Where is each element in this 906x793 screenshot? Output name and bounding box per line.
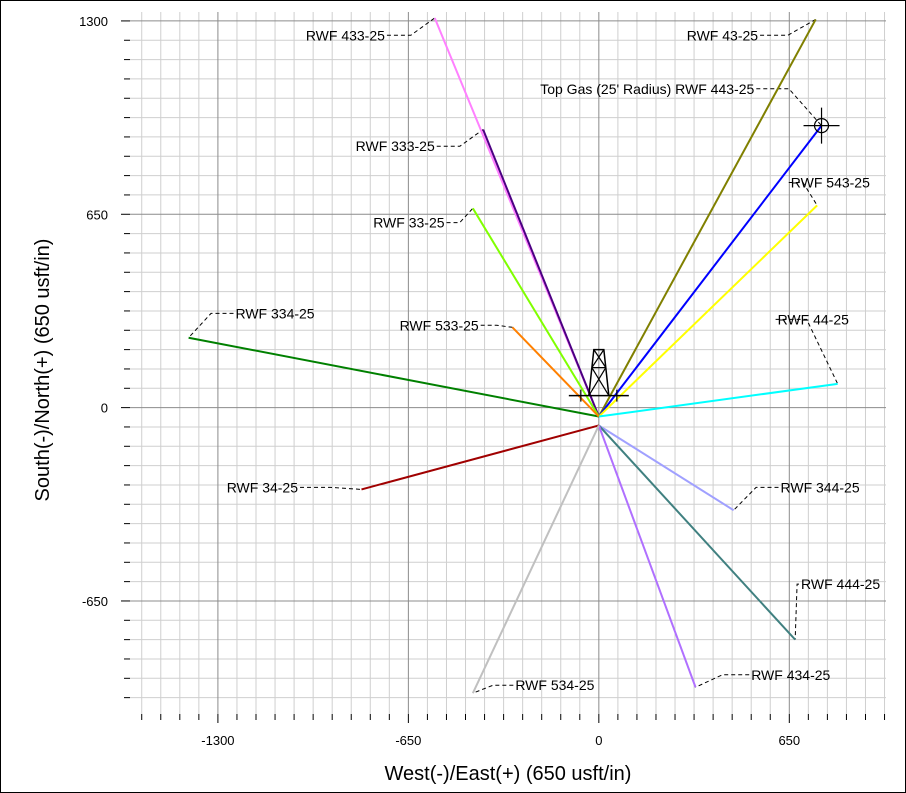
well-label: RWF 434-25: [751, 667, 830, 683]
well-path-line: [471, 207, 600, 418]
x-tick-label: -650: [395, 733, 421, 748]
rig-brace: [591, 367, 610, 396]
x-tick-label: 0: [595, 733, 602, 748]
well-label: RWF 43-25: [687, 27, 759, 43]
well-path-line: [471, 425, 600, 694]
well-label: RWF 333-25: [356, 138, 435, 154]
well-path-line: [597, 425, 697, 688]
x-axis-title: West(-)/East(+) (650 usft/in): [385, 763, 632, 785]
well-labels: RWF 433-25 RWF 43-25 Top Gas (25' Radius) …: [227, 27, 881, 693]
well-paths: [188, 17, 838, 694]
well-label: RWF 533-25: [400, 317, 479, 333]
leader-line: [794, 583, 800, 640]
leader-line: [188, 312, 234, 339]
leader-line: [756, 88, 822, 126]
well-label: RWF 33-25: [373, 215, 445, 231]
tick-labels: -1300 -650 0 650 1300 650 0 -650: [79, 14, 800, 748]
drilling-rig-icon: [568, 348, 629, 402]
well-path-line: [361, 424, 600, 491]
leader-line: [775, 318, 839, 385]
well-path-line: [597, 18, 817, 418]
well-path-line: [598, 424, 796, 641]
minor-grid: [130, 12, 886, 714]
y-tick-label: 650: [86, 207, 108, 222]
leader-line: [300, 486, 362, 490]
leader-line: [436, 129, 484, 147]
well-path-line: [511, 326, 600, 418]
y-tick-label: 0: [101, 401, 108, 416]
leader-line: [760, 19, 816, 36]
rig-derrick: [588, 348, 610, 396]
axis-ticks: [121, 20, 886, 723]
well-label: RWF 433-25: [306, 27, 385, 43]
leader-line: [695, 674, 750, 688]
x-tick-label: -1300: [201, 733, 234, 748]
label-leader-lines: [188, 17, 839, 694]
well-label: RWF 34-25: [227, 479, 299, 495]
well-path-line: [598, 382, 838, 418]
well-label: RWF 44-25: [778, 311, 850, 327]
well-path-line: [598, 125, 823, 418]
y-tick-label: 1300: [79, 14, 108, 29]
leader-line: [480, 324, 513, 328]
rig-brace: [591, 349, 605, 368]
well-label: RWF 543-25: [791, 175, 870, 191]
y-axis-title: South(-)/North(+) (650 usft/in): [32, 239, 54, 502]
well-path-line: [598, 424, 735, 512]
markers: [568, 107, 840, 402]
x-tick-label: 650: [778, 733, 800, 748]
leader-line: [386, 17, 436, 36]
leader-line: [733, 486, 779, 511]
y-tick-label: -650: [82, 594, 108, 609]
well-label: RWF 344-25: [781, 479, 860, 495]
well-label: RWF 534-25: [515, 677, 594, 693]
well-path-line: [598, 204, 818, 418]
rig-brace: [593, 349, 607, 368]
well-path-line: [482, 129, 600, 417]
well-label: RWF 334-25: [235, 305, 314, 321]
well-label: RWF 444-25: [801, 576, 880, 592]
well-path-line: [188, 336, 600, 418]
well-label: Top Gas (25' Radius) RWF 443-25: [540, 81, 754, 97]
rig-brace: [588, 367, 607, 396]
leader-line: [788, 182, 818, 206]
